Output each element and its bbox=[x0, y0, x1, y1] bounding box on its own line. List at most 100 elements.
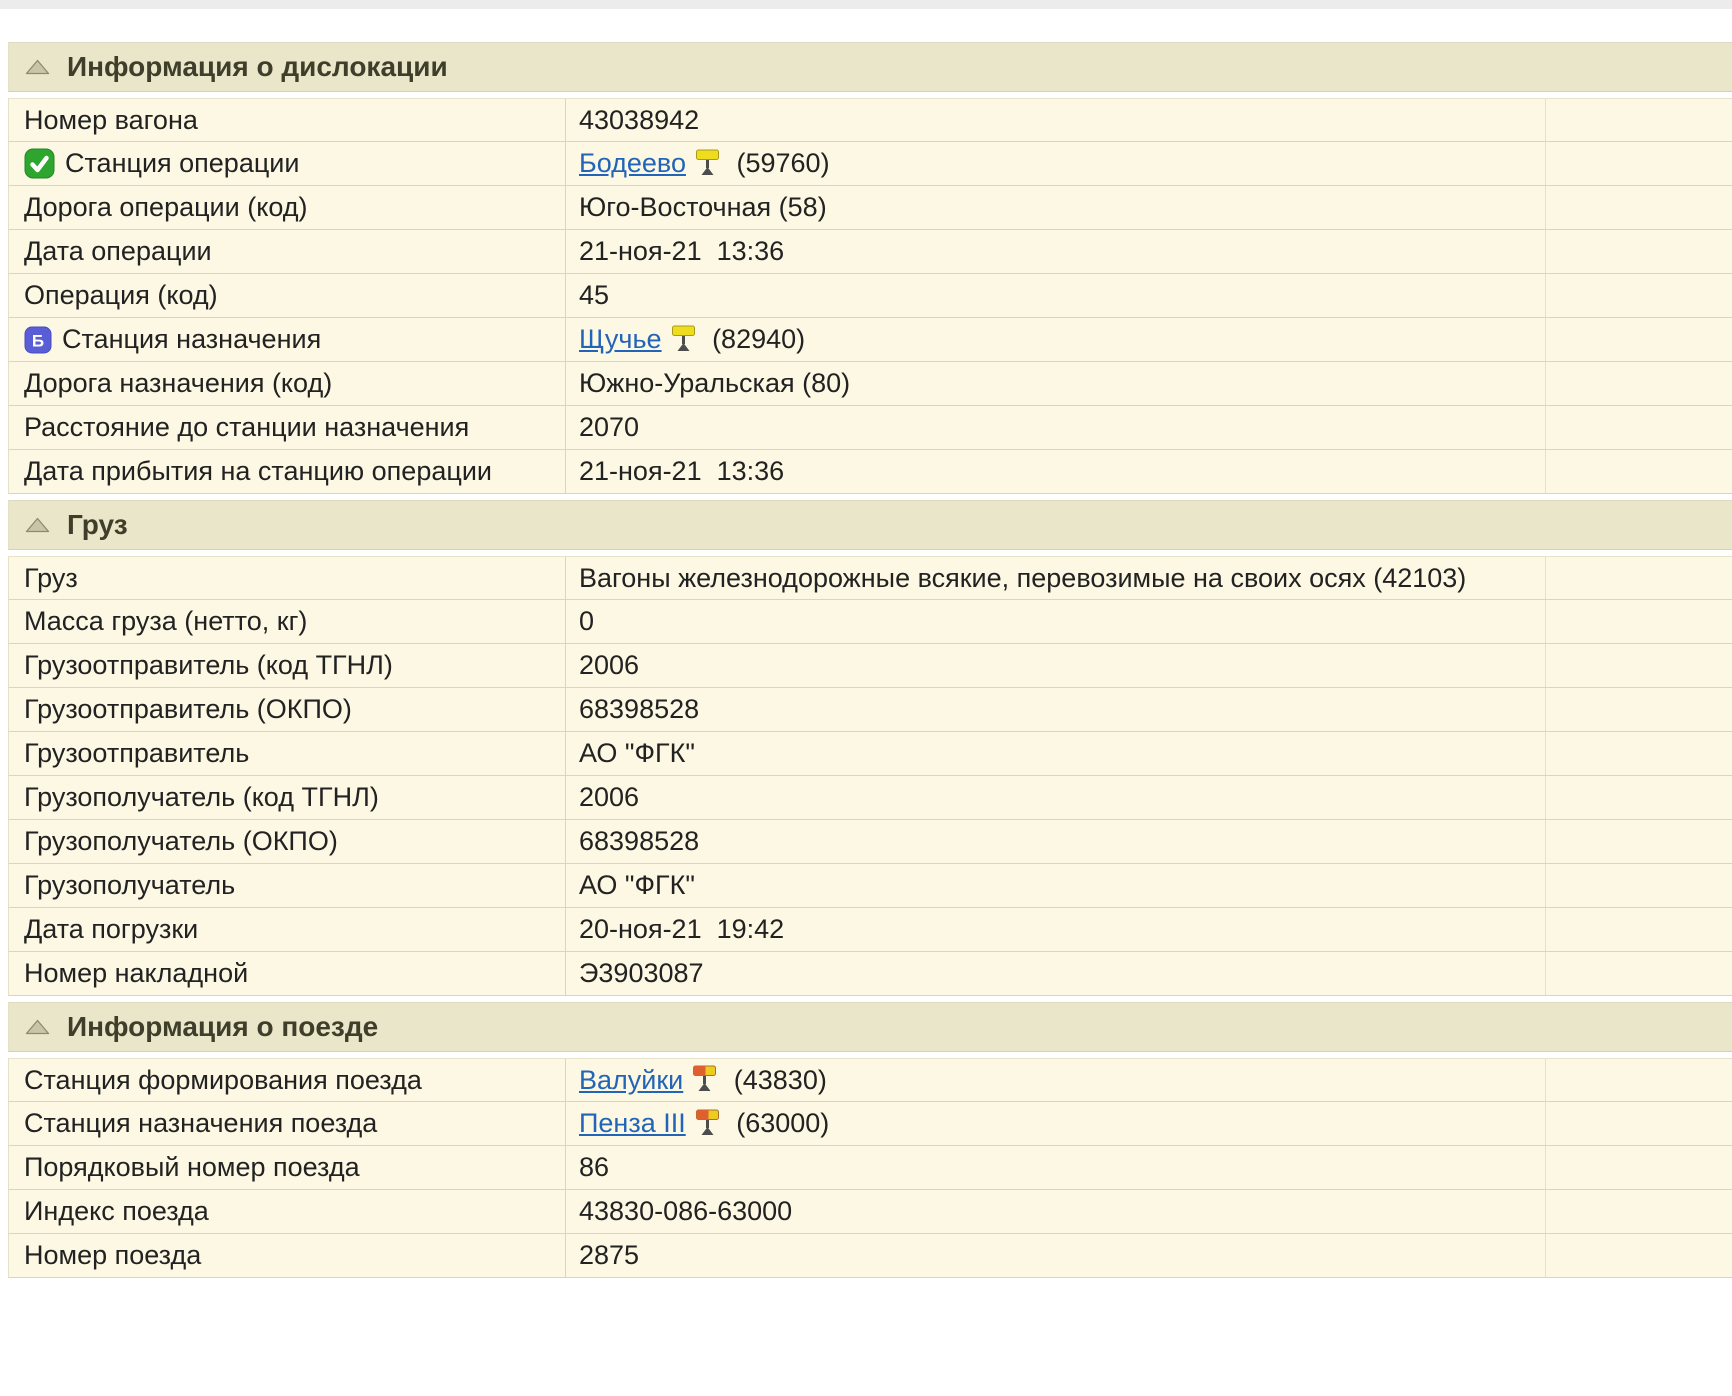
table-row: Дата прибытия на станцию операции 21-ноя-… bbox=[8, 450, 1732, 494]
row-value: 45 bbox=[579, 280, 610, 310]
row-label-cell: Дорога операции (код) bbox=[9, 186, 566, 229]
row-value-cell: Бодеево (59760) bbox=[566, 142, 1546, 185]
table-row: Грузоотправитель АО "ФГК" bbox=[8, 732, 1732, 776]
semaphore-red-icon[interactable] bbox=[695, 1108, 720, 1136]
row-label-cell: Станция формирования поезда bbox=[9, 1059, 566, 1101]
row-value: 43830-086-63000 bbox=[579, 1196, 793, 1226]
row-filler-cell bbox=[1546, 186, 1732, 229]
row-filler-cell bbox=[1546, 230, 1732, 273]
row-value: 2006 bbox=[579, 650, 640, 680]
row-value-cell: Вагоны железнодорожные всякие, перевозим… bbox=[566, 557, 1546, 599]
section-header-1[interactable]: Груз bbox=[8, 500, 1732, 550]
table-row: Расстояние до станции назначения 2070 bbox=[8, 406, 1732, 450]
row-label: Номер поезда bbox=[24, 1240, 202, 1270]
row-label-cell: Дата прибытия на станцию операции bbox=[9, 450, 566, 493]
row-label: Масса груза (нетто, кг) bbox=[24, 606, 308, 636]
row-value: 68398528 bbox=[579, 694, 700, 724]
section-header-0[interactable]: Информация о дислокации bbox=[8, 42, 1732, 92]
row-label-cell: Порядковый номер поезда bbox=[9, 1146, 566, 1189]
section-table-2: Станция формирования поезда Валуйки (4383… bbox=[8, 1058, 1732, 1278]
row-filler-cell bbox=[1546, 600, 1732, 643]
row-label: Станция назначения поезда bbox=[24, 1108, 378, 1138]
row-filler-cell bbox=[1546, 1102, 1732, 1145]
semaphore-yellow-icon[interactable] bbox=[671, 324, 696, 352]
row-label-cell: Дата операции bbox=[9, 230, 566, 273]
row-label-cell: Дата погрузки bbox=[9, 908, 566, 951]
svg-text:Б: Б bbox=[32, 331, 44, 350]
table-row: Порядковый номер поезда 86 bbox=[8, 1146, 1732, 1190]
station-link[interactable]: Бодеево bbox=[579, 148, 686, 178]
row-value-cell: 2070 bbox=[566, 406, 1546, 449]
row-label-cell: Груз bbox=[9, 557, 566, 599]
row-label: Грузополучатель (код ТГНЛ) bbox=[24, 782, 379, 812]
row-label: Грузоотправитель bbox=[24, 738, 250, 768]
row-value-cell: 86 bbox=[566, 1146, 1546, 1189]
row-label-cell: Номер накладной bbox=[9, 952, 566, 995]
semaphore-red-icon[interactable] bbox=[692, 1064, 717, 1092]
row-filler-cell bbox=[1546, 1234, 1732, 1277]
station-link[interactable]: Валуйки bbox=[579, 1064, 684, 1095]
row-value: 2875 bbox=[579, 1240, 640, 1270]
row-filler-cell bbox=[1546, 688, 1732, 731]
row-value: 2006 bbox=[579, 782, 640, 812]
row-value-cell: Южно-Уральская (80) bbox=[566, 362, 1546, 405]
row-label-cell: Грузополучатель bbox=[9, 864, 566, 907]
row-value-cell: 45 bbox=[566, 274, 1546, 317]
row-value: 20-ноя-21 19:42 bbox=[579, 914, 785, 944]
section-table-0: Номер вагона 43038942 Станция операции Боде… bbox=[8, 98, 1732, 494]
table-row: Б Станция назначения Щучье (82940) bbox=[8, 318, 1732, 362]
semaphore-yellow-icon[interactable] bbox=[695, 148, 720, 176]
collapse-triangle-icon bbox=[25, 517, 50, 533]
row-value: 68398528 bbox=[579, 826, 700, 856]
row-label: Индекс поезда bbox=[24, 1196, 209, 1226]
row-value-cell: 21-ноя-21 13:36 bbox=[566, 450, 1546, 493]
green-check-icon bbox=[24, 148, 55, 179]
section-header-2[interactable]: Информация о поезде bbox=[8, 1002, 1732, 1052]
row-filler-cell bbox=[1546, 776, 1732, 819]
table-row: Груз Вагоны железнодорожные всякие, перев… bbox=[8, 556, 1732, 600]
table-row: Дорога операции (код) Юго-Восточная (58) bbox=[8, 186, 1732, 230]
row-label-cell: Операция (код) bbox=[9, 274, 566, 317]
row-value: 86 bbox=[579, 1152, 610, 1182]
row-filler-cell bbox=[1546, 1146, 1732, 1189]
row-label-cell: Дорога назначения (код) bbox=[9, 362, 566, 405]
row-filler-cell bbox=[1546, 952, 1732, 995]
row-label: Расстояние до станции назначения bbox=[24, 412, 470, 442]
table-row: Номер вагона 43038942 bbox=[8, 98, 1732, 142]
row-value-cell: Юго-Восточная (58) bbox=[566, 186, 1546, 229]
row-value-cell: АО "ФГК" bbox=[566, 864, 1546, 907]
row-filler-cell bbox=[1546, 908, 1732, 951]
row-value-cell: 2006 bbox=[566, 776, 1546, 819]
table-row: Номер накладной Э3903087 bbox=[8, 952, 1732, 996]
table-row: Номер поезда 2875 bbox=[8, 1234, 1732, 1278]
table-row: Станция операции Бодеево (59760) bbox=[8, 142, 1732, 186]
row-label-cell: Грузоотправитель bbox=[9, 732, 566, 775]
row-filler-cell bbox=[1546, 142, 1732, 185]
row-value-cell: 43830-086-63000 bbox=[566, 1190, 1546, 1233]
row-label: Дорога назначения (код) bbox=[24, 368, 333, 398]
blue-b-icon: Б bbox=[24, 326, 52, 354]
table-row: Индекс поезда 43830-086-63000 bbox=[8, 1190, 1732, 1234]
row-value-cell: 43038942 bbox=[566, 99, 1546, 141]
row-value: 0 bbox=[579, 606, 595, 636]
row-filler-cell bbox=[1546, 450, 1732, 493]
row-label: Станция операции bbox=[65, 148, 300, 178]
row-label: Дата прибытия на станцию операции bbox=[24, 456, 492, 486]
row-label-cell: Станция назначения поезда bbox=[9, 1102, 566, 1145]
row-label: Груз bbox=[24, 562, 78, 593]
table-row: Дата погрузки 20-ноя-21 19:42 bbox=[8, 908, 1732, 952]
station-link[interactable]: Пенза III bbox=[579, 1108, 686, 1138]
row-value-cell: 68398528 bbox=[566, 688, 1546, 731]
row-value: Э3903087 bbox=[579, 958, 704, 988]
row-value-cell: 68398528 bbox=[566, 820, 1546, 863]
row-value-cell: 21-ноя-21 13:36 bbox=[566, 230, 1546, 273]
row-filler-cell bbox=[1546, 1190, 1732, 1233]
station-link[interactable]: Щучье bbox=[579, 324, 662, 354]
row-value: 2070 bbox=[579, 412, 640, 442]
row-label-cell: Б Станция назначения bbox=[9, 318, 566, 361]
station-code: (63000) bbox=[728, 1108, 830, 1138]
row-label-cell: Номер поезда bbox=[9, 1234, 566, 1277]
row-value-cell: 2875 bbox=[566, 1234, 1546, 1277]
row-label-cell: Масса груза (нетто, кг) bbox=[9, 600, 566, 643]
row-label-cell: Грузополучатель (ОКПО) bbox=[9, 820, 566, 863]
